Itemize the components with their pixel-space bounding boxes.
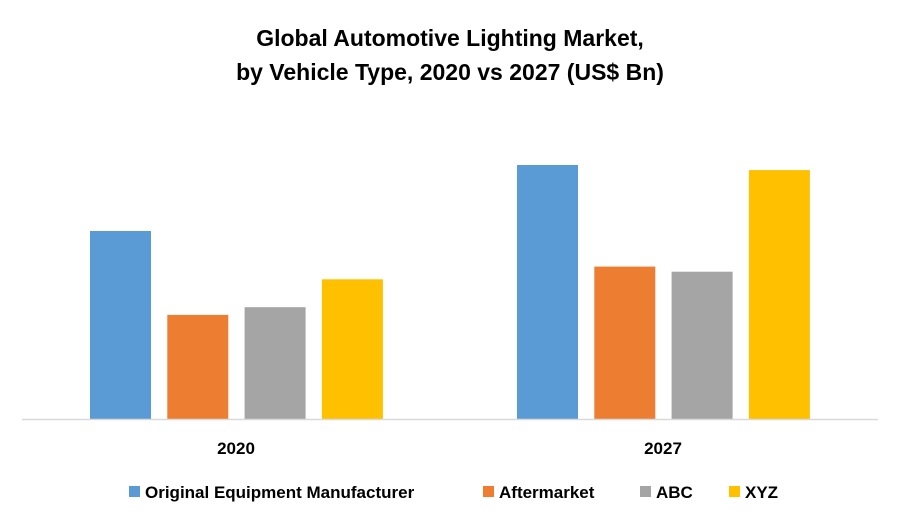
bar-xyz-2027 [748, 170, 810, 419]
bar-original-equipment-manufacturer-2027 [517, 165, 578, 419]
legend-item-original-equipment-manufacturer: Original Equipment Manufacturer [129, 483, 415, 502]
legend: Original Equipment Manufacturer Aftermark… [129, 483, 778, 502]
bar-abc-2027 [671, 271, 733, 419]
legend-label: XYZ [745, 483, 778, 502]
bar-original-equipment-manufacturer-2020 [90, 231, 151, 419]
legend-swatch [729, 486, 740, 497]
bar-xyz-2020 [321, 279, 383, 419]
legend-swatch [483, 486, 494, 497]
legend-label: Original Equipment Manufacturer [145, 483, 415, 502]
bar-aftermarket-2027 [594, 266, 656, 419]
legend-swatch [129, 486, 140, 497]
legend-label: ABC [656, 483, 693, 502]
legend-item-abc: ABC [640, 483, 693, 502]
legend-label: Aftermarket [499, 483, 595, 502]
bars-group [90, 165, 810, 419]
legend-item-xyz: XYZ [729, 483, 778, 502]
legend-item-aftermarket: Aftermarket [483, 483, 595, 502]
chart-title-line-2: by Vehicle Type, 2020 vs 2027 (US$ Bn) [236, 59, 664, 85]
legend-swatch [640, 486, 651, 497]
bar-abc-2020 [244, 307, 306, 419]
category-labels: 2020 2027 [217, 439, 682, 458]
bar-aftermarket-2020 [167, 314, 229, 419]
category-label-2020: 2020 [217, 439, 255, 458]
chart-title-line-1: Global Automotive Lighting Market, [256, 25, 644, 51]
category-label-2027: 2027 [644, 439, 682, 458]
